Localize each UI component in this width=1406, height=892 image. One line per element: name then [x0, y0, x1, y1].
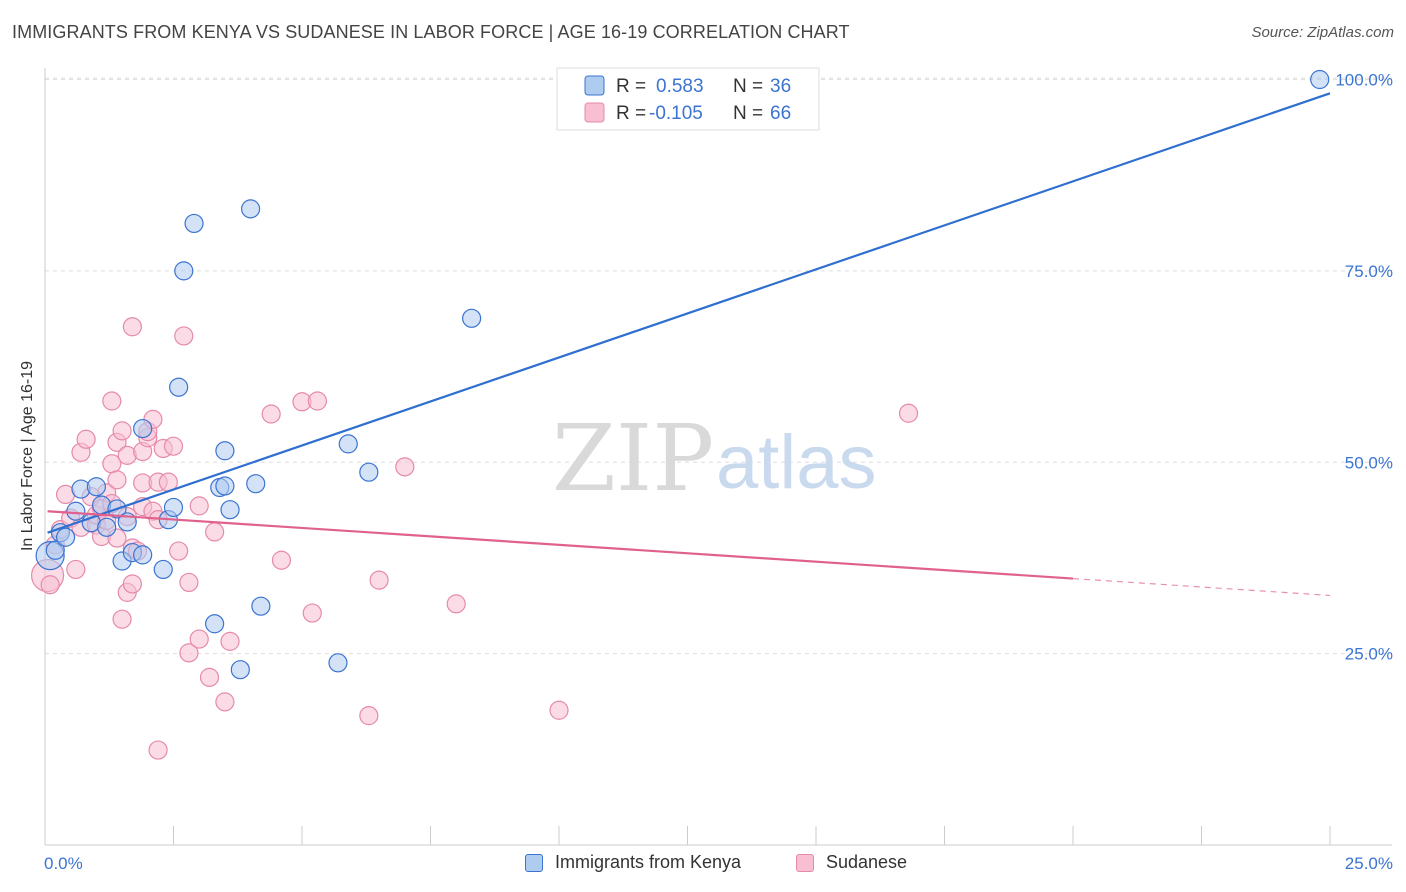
data-point: [1310, 69, 1330, 90]
kenya-r-value: 0.583: [656, 76, 704, 97]
data-point: [446, 594, 466, 614]
data-point: [246, 474, 266, 494]
data-point: [395, 457, 415, 477]
data-point: [328, 653, 348, 673]
x-tick-label: 25.0%: [1345, 854, 1393, 873]
data-point: [133, 418, 153, 439]
data-point: [169, 541, 189, 561]
data-point: [215, 692, 235, 712]
data-point: [179, 643, 199, 663]
data-point: [133, 545, 153, 565]
data-point: [241, 199, 261, 219]
sudanese-trend-extension: [1072, 577, 1331, 597]
data-point: [462, 308, 482, 328]
axes: [44, 68, 1392, 846]
legend-label-kenya: Immigrants from Kenya: [555, 852, 742, 872]
data-point: [97, 517, 117, 537]
data-point: [153, 559, 173, 580]
data-point: [230, 660, 250, 680]
data-point: [122, 574, 142, 594]
data-point: [261, 404, 281, 424]
data-point: [215, 476, 235, 496]
y-tick-labels: 25.0% 50.0% 75.0% 100.0%: [1335, 71, 1393, 664]
x-tick-label: 0.0%: [44, 854, 83, 873]
data-point: [307, 391, 328, 411]
data-point: [148, 740, 168, 760]
data-point: [220, 631, 240, 651]
data-point: [205, 614, 225, 634]
data-point: [66, 559, 86, 580]
kenya-swatch: [584, 75, 605, 96]
sudanese-swatch: [584, 102, 605, 123]
data-point: [549, 700, 569, 720]
kenya-trend-line: [47, 92, 1331, 534]
data-point: [359, 462, 379, 482]
sudanese-r-label: R =: [616, 103, 646, 124]
y-tick-label: 100.0%: [1335, 71, 1393, 90]
legend-item-sudanese[interactable]: Sudanese: [796, 852, 907, 873]
data-point: [251, 596, 271, 616]
kenya-n-label: N =: [733, 76, 763, 97]
watermark-zip: ZIP: [552, 405, 714, 512]
legend-swatch-sudanese: [796, 853, 814, 872]
kenya-n-value: 36: [770, 76, 791, 97]
data-point: [369, 570, 389, 590]
sudanese-n-label: N =: [733, 103, 763, 124]
data-point: [112, 421, 132, 441]
data-point: [215, 441, 235, 461]
gridlines: [45, 77, 1392, 655]
data-point: [184, 213, 204, 234]
y-tick-label: 25.0%: [1345, 645, 1393, 664]
data-point: [66, 501, 86, 521]
sudanese-n-value: 66: [770, 103, 791, 124]
data-point: [163, 497, 184, 518]
stats-legend: R = 0.583 N = 36 R = -0.105 N = 66: [556, 67, 820, 131]
data-point: [205, 522, 225, 542]
watermark: ZIP atlas: [552, 405, 877, 512]
data-point: [122, 317, 142, 337]
x-tick-labels: 0.0% 25.0%: [44, 854, 1393, 873]
data-point: [102, 391, 122, 411]
sudanese-trend-line: [47, 510, 1074, 580]
chart-source: Source: ZipAtlas.com: [1251, 24, 1394, 41]
data-point: [179, 572, 199, 593]
kenya-points: [35, 69, 1330, 680]
y-tick-label: 75.0%: [1345, 262, 1393, 281]
legend-swatch-kenya: [525, 853, 543, 872]
data-point: [271, 550, 292, 570]
data-point: [189, 496, 209, 516]
data-point: [107, 470, 127, 490]
data-point: [898, 403, 919, 423]
data-point: [199, 667, 220, 687]
data-point: [302, 603, 322, 623]
watermark-atlas: atlas: [716, 420, 877, 505]
data-point: [338, 434, 358, 454]
data-point: [174, 326, 194, 346]
data-point: [169, 377, 189, 397]
kenya-r-label: R =: [616, 76, 646, 97]
legend-item-kenya[interactable]: Immigrants from Kenya: [525, 852, 741, 873]
data-point: [40, 575, 60, 595]
chart-title: IMMIGRANTS FROM KENYA VS SUDANESE IN LAB…: [12, 22, 850, 42]
sudanese-r-value: -0.105: [649, 103, 703, 124]
data-point: [189, 629, 209, 649]
data-point: [55, 527, 76, 547]
trend-lines: [47, 92, 1331, 597]
data-point: [112, 609, 132, 629]
data-point: [359, 706, 379, 726]
data-point: [220, 500, 240, 520]
data-point: [86, 477, 107, 497]
legend-label-sudanese: Sudanese: [826, 852, 908, 872]
data-point: [76, 429, 96, 449]
data-point: [163, 436, 184, 456]
data-point: [45, 540, 65, 560]
bottom-legend: Immigrants from Kenya Sudanese: [0, 852, 1406, 876]
data-point: [174, 261, 194, 281]
y-tick-label: 50.0%: [1345, 453, 1393, 472]
